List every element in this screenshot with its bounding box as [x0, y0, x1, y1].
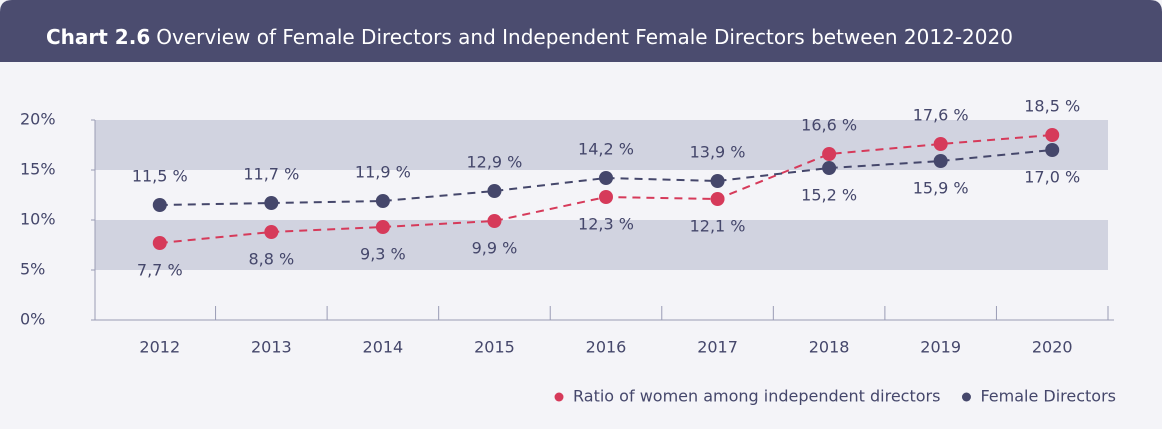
data-point	[599, 190, 613, 204]
x-tick-label: 2019	[920, 338, 961, 357]
data-point	[933, 154, 948, 168]
legend-label: Female Directors	[980, 387, 1116, 406]
chart-header: Chart 2.6 Overview of Female Directors an…	[46, 25, 1013, 49]
data-label: 7,7 %	[137, 261, 183, 280]
y-tick-label: 0%	[20, 310, 45, 329]
data-point	[822, 147, 837, 161]
data-label: 12,9 %	[466, 153, 522, 172]
y-tick-label: 20%	[20, 110, 56, 129]
data-point	[152, 236, 167, 250]
data-label: 13,9 %	[690, 143, 746, 162]
x-tick-label: 2017	[697, 338, 738, 357]
data-label: 17,0 %	[1024, 168, 1080, 187]
header-bar	[0, 0, 1162, 62]
x-tick-label: 2012	[139, 338, 180, 357]
x-tick-label: 2014	[363, 338, 404, 357]
data-label: 14,2 %	[578, 140, 634, 159]
y-tick-label: 10%	[20, 210, 56, 229]
legend-marker	[961, 392, 971, 402]
data-point	[487, 214, 502, 228]
data-point	[710, 174, 725, 188]
data-label: 11,9 %	[355, 163, 411, 182]
legend-label: Ratio of women among independent directo…	[573, 387, 940, 406]
data-label: 15,9 %	[913, 179, 969, 198]
grid-band	[95, 220, 1108, 270]
y-tick-label: 5%	[20, 260, 45, 279]
data-label: 8,8 %	[248, 250, 294, 269]
data-label: 12,1 %	[690, 217, 746, 236]
data-label: 11,5 %	[132, 167, 188, 186]
x-tick-label: 2018	[809, 338, 850, 357]
data-point	[152, 198, 167, 212]
data-point	[1045, 128, 1060, 142]
data-point	[710, 192, 725, 206]
data-label: 11,7 %	[243, 165, 299, 184]
data-label: 17,6 %	[913, 106, 969, 125]
data-label: 15,2 %	[801, 186, 857, 205]
legend-marker	[554, 392, 564, 402]
data-point	[375, 220, 390, 234]
data-point	[599, 171, 613, 185]
data-label: 9,3 %	[360, 245, 406, 264]
data-point	[487, 184, 502, 198]
x-tick-label: 2013	[251, 338, 292, 357]
data-label: 12,3 %	[578, 215, 634, 234]
data-point	[264, 225, 279, 239]
x-tick-label: 2016	[586, 338, 627, 357]
series-line	[159, 149, 1053, 206]
data-point	[933, 137, 948, 151]
chart-title: Overview of Female Directors and Indepen…	[156, 25, 1013, 49]
chart-label: Chart 2.6	[46, 25, 150, 49]
data-point	[375, 194, 390, 208]
y-tick-label: 15%	[20, 160, 56, 179]
x-tick-label: 2015	[474, 338, 515, 357]
data-point	[1045, 143, 1060, 157]
data-point	[264, 196, 279, 210]
data-label: 16,6 %	[801, 116, 857, 135]
data-label: 18,5 %	[1024, 97, 1080, 116]
x-tick-label: 2020	[1032, 338, 1073, 357]
data-point	[822, 161, 837, 175]
data-label: 9,9 %	[472, 239, 518, 258]
